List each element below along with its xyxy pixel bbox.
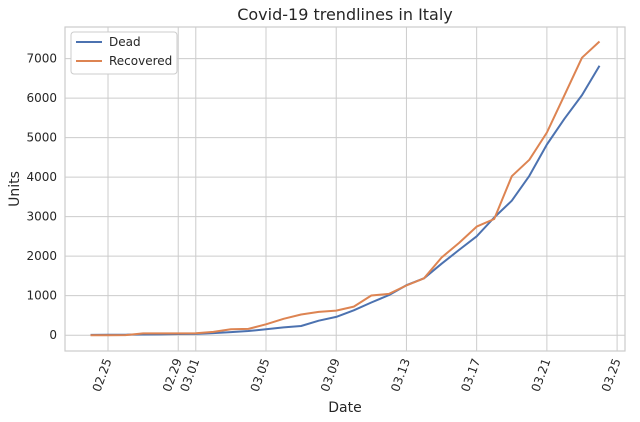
legend: Dead Recovered <box>70 31 178 75</box>
chart-title: Covid-19 trendlines in Italy <box>237 5 453 24</box>
y-tick-label: 6000 <box>26 91 57 105</box>
x-tick-label: 03.25 <box>599 357 624 394</box>
x-tick-label: 02.25 <box>90 357 115 394</box>
legend-label-recovered: Recovered <box>109 54 172 68</box>
y-tick-label: 5000 <box>26 131 57 145</box>
y-axis-label: Units <box>7 171 23 207</box>
x-axis-label: Date <box>328 400 361 416</box>
series-line-recovered <box>90 40 601 337</box>
y-tick-label: 7000 <box>26 52 57 66</box>
y-tick-label: 1000 <box>26 289 57 303</box>
x-tick-label: 03.05 <box>248 357 273 394</box>
series-lines <box>90 40 601 337</box>
x-tick-label: 03.13 <box>388 357 413 394</box>
series-line-dead <box>90 65 601 336</box>
y-tick-label: 0 <box>49 328 57 342</box>
y-tick-labels: 0 1000 2000 3000 4000 5000 6000 7000 <box>26 52 57 343</box>
x-tick-label: 03.09 <box>318 357 343 394</box>
x-tick-label: 03.21 <box>529 357 554 394</box>
y-tick-label: 4000 <box>26 170 57 184</box>
y-tick-label: 2000 <box>26 249 57 263</box>
grid-lines <box>65 27 625 351</box>
x-tick-label: 03.17 <box>458 357 483 394</box>
y-tick-label: 3000 <box>26 210 57 224</box>
legend-label-dead: Dead <box>109 35 141 49</box>
plot-frame <box>64 26 626 352</box>
